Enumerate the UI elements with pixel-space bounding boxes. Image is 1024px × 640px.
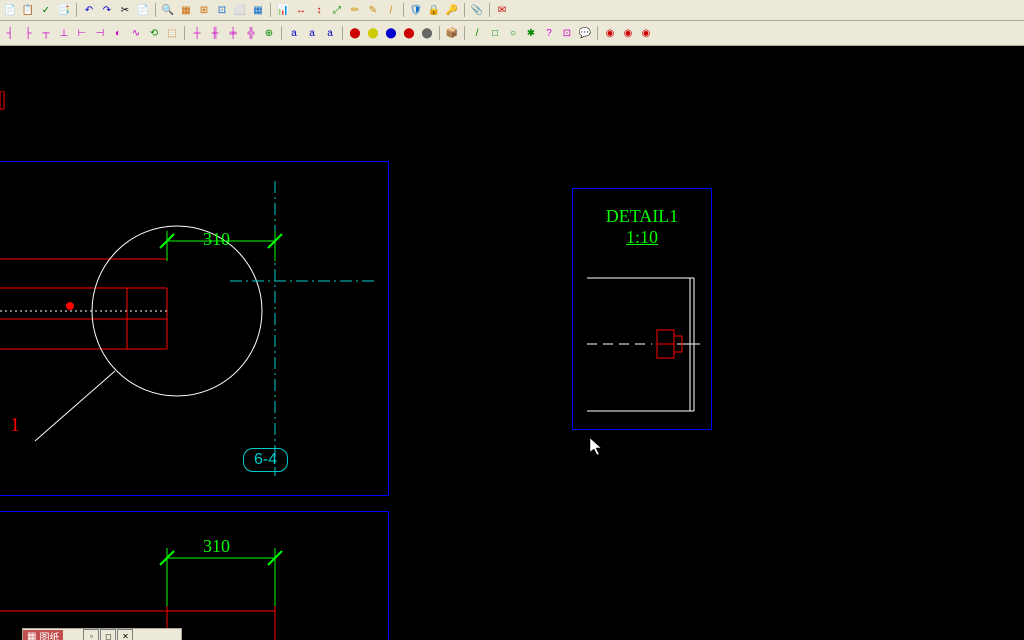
tb-line2-icon[interactable]: / (469, 25, 485, 41)
tb-sep (403, 3, 404, 17)
tb-sep (464, 3, 465, 17)
tb-cross4-icon[interactable]: ╬ (243, 25, 259, 41)
tb-zoom-icon[interactable]: 🔍 (160, 2, 176, 18)
tb-sep (597, 26, 598, 40)
tb-mail-icon[interactable]: ✉ (494, 2, 510, 18)
tb-last-icon[interactable]: ◉ (638, 25, 654, 41)
tb-sep (184, 26, 185, 40)
tb-sep (464, 26, 465, 40)
tb-snap6-icon[interactable]: ⊣ (92, 25, 108, 41)
tb-comment-icon[interactable]: 💬 (577, 25, 593, 41)
tb-color4-icon[interactable]: ⬤ (401, 25, 417, 41)
tb-arrow1-icon[interactable]: ↔ (293, 2, 309, 18)
tb-sep (270, 3, 271, 17)
tb-box-icon[interactable]: ⬚ (164, 25, 180, 41)
tb-check-icon[interactable]: ✓ (38, 2, 54, 18)
status-btn-3[interactable]: ✕ (117, 629, 133, 640)
tb-clip-icon[interactable]: 📎 (469, 2, 485, 18)
toolbar-row-2: ┤ ├ ┬ ⊥ ⊢ ⊣ ◐ ∿ ⟲ ⬚ ┼ ╫ ╪ ╬ ⊕ a a a ⬤ ⬤ … (0, 21, 1024, 46)
left-marker (0, 91, 6, 111)
layout-tab-label: 图纸 (39, 629, 59, 640)
tb-grid4-icon[interactable]: ⬜ (232, 2, 248, 18)
tb-sep (489, 3, 490, 17)
tb-snap3-icon[interactable]: ┬ (38, 25, 54, 41)
tb-color1-icon[interactable]: ⬤ (347, 25, 363, 41)
tb-cross2-icon[interactable]: ╫ (207, 25, 223, 41)
tb-sep (155, 3, 156, 17)
tb-grid5-icon[interactable]: ▦ (250, 2, 266, 18)
dimension-310-main: 310 (203, 229, 230, 250)
tb-arrow2-icon[interactable]: ↕ (311, 2, 327, 18)
tb-snap5-icon[interactable]: ⊢ (74, 25, 90, 41)
tb-color3-icon[interactable]: ⬤ (383, 25, 399, 41)
tb-sep (439, 26, 440, 40)
status-btn-1[interactable]: ▫ (83, 629, 99, 640)
tb-cross3-icon[interactable]: ╪ (225, 25, 241, 41)
detail-callout-1: 1 (10, 414, 20, 437)
tb-rotate-icon[interactable]: ⟲ (146, 25, 162, 41)
tb-arrow3-icon[interactable]: ⤢ (329, 2, 345, 18)
tb-sq-icon[interactable]: ⊡ (559, 25, 575, 41)
tb-grid1-icon[interactable]: ▦ (178, 2, 194, 18)
tb-text1-icon[interactable]: a (286, 25, 302, 41)
tb-chart-icon[interactable]: 📊 (275, 2, 291, 18)
tb-cross5-icon[interactable]: ⊕ (261, 25, 277, 41)
tb-pkg-icon[interactable]: 📦 (444, 25, 460, 41)
tb-cut-icon[interactable]: ✂ (117, 2, 133, 18)
tb-text3-icon[interactable]: a (322, 25, 338, 41)
tb-paste-icon[interactable]: 📄 (135, 2, 151, 18)
main-drawing (0, 161, 400, 521)
toolbar-row-1: 📄 📋 ✓ 📑 ↶ ↷ ✂ 📄 🔍 ▦ ⊞ ⊡ ⬜ ▦ 📊 ↔ ↕ ⤢ ✏ ✎ … (0, 0, 1024, 21)
tb-sep (76, 3, 77, 17)
tb-arc-icon[interactable]: ◐ (110, 25, 126, 41)
cursor-pointer-icon (590, 438, 604, 461)
layout-tab[interactable]: ▦ 图纸 (23, 630, 63, 640)
tb-copy-icon[interactable]: 📋 (20, 2, 36, 18)
tb-grid2-icon[interactable]: ⊞ (196, 2, 212, 18)
tb-circle-icon[interactable]: ○ (505, 25, 521, 41)
drawing-canvas[interactable]: 310 1 6-4 310 DETAIL1 1:10 (0, 46, 1024, 640)
tb-curve-icon[interactable]: ∿ (128, 25, 144, 41)
tb-lock-icon[interactable]: 🔒 (426, 2, 442, 18)
tb-star-icon[interactable]: ✱ (523, 25, 539, 41)
tb-key-icon[interactable]: 🔑 (444, 2, 460, 18)
tb-redo-icon[interactable]: ↷ (99, 2, 115, 18)
status-window-buttons: ▫ ◻ ✕ (83, 629, 133, 640)
detail-drawing (572, 188, 717, 433)
lower-drawing (0, 511, 400, 640)
tb-cross1-icon[interactable]: ┼ (189, 25, 205, 41)
tb-line-icon[interactable]: / (383, 2, 399, 18)
tb-red-icon[interactable]: ◉ (602, 25, 618, 41)
tb-pencil2-icon[interactable]: ✎ (365, 2, 381, 18)
tb-snap4-icon[interactable]: ⊥ (56, 25, 72, 41)
dimension-310-lower: 310 (203, 536, 230, 557)
tb-text2-icon[interactable]: a (304, 25, 320, 41)
status-bar: ▦ 图纸 ▫ ◻ ✕ (22, 628, 182, 640)
tb-snap1-icon[interactable]: ┤ (2, 25, 18, 41)
tb-color2-icon[interactable]: ⬤ (365, 25, 381, 41)
tb-help-icon[interactable]: ? (541, 25, 557, 41)
grid-bubble-6-4: 6-4 (243, 448, 288, 472)
tb-undo-icon[interactable]: ↶ (81, 2, 97, 18)
tb-sep (281, 26, 282, 40)
tb-color5-icon[interactable]: ⬤ (419, 25, 435, 41)
tb-doc-icon[interactable]: 📑 (56, 2, 72, 18)
tb-shield-icon[interactable]: 🛡 (408, 2, 424, 18)
tb-sep (342, 26, 343, 40)
tb-blue-icon[interactable]: ◉ (620, 25, 636, 41)
tb-pencil1-icon[interactable]: ✏ (347, 2, 363, 18)
tb-new-icon[interactable]: 📄 (2, 2, 18, 18)
tb-grid3-icon[interactable]: ⊡ (214, 2, 230, 18)
tb-snap2-icon[interactable]: ├ (20, 25, 36, 41)
status-btn-2[interactable]: ◻ (100, 629, 116, 640)
tb-rect-icon[interactable]: □ (487, 25, 503, 41)
